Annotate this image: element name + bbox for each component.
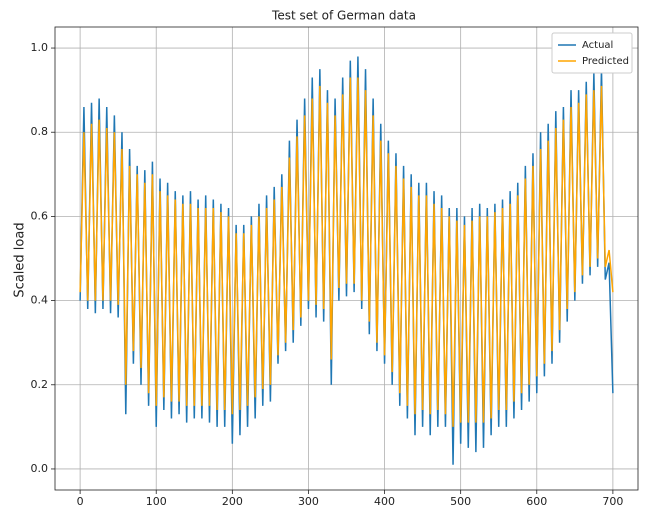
y-tick-label: 0.6 [31,209,49,222]
x-tick-label: 300 [298,495,319,506]
x-tick-label: 700 [602,495,623,506]
y-tick-label: 0.8 [31,125,49,138]
plot-frame [54,26,639,491]
x-tick-label: 600 [526,495,547,506]
legend-box [551,32,633,74]
x-tick-label: 400 [374,495,395,506]
y-tick-label: 0.0 [31,462,49,475]
y-axis-label: Scaled load [13,222,28,297]
y-tick-label: 0.4 [31,294,49,307]
y-tick-label: 0.2 [31,378,49,391]
legend-label: Actual [582,40,613,51]
x-tick-label: 100 [146,495,167,506]
chart-title: Test set of German data [271,9,416,23]
y-tick-label: 1.0 [31,41,49,54]
x-tick-label: 500 [450,495,471,506]
series-line [79,77,614,427]
x-tick-label: 0 [77,495,84,506]
legend: Actual Predicted [551,32,633,74]
legend-label: Predicted [582,56,629,67]
x-tick-label: 200 [222,495,243,506]
